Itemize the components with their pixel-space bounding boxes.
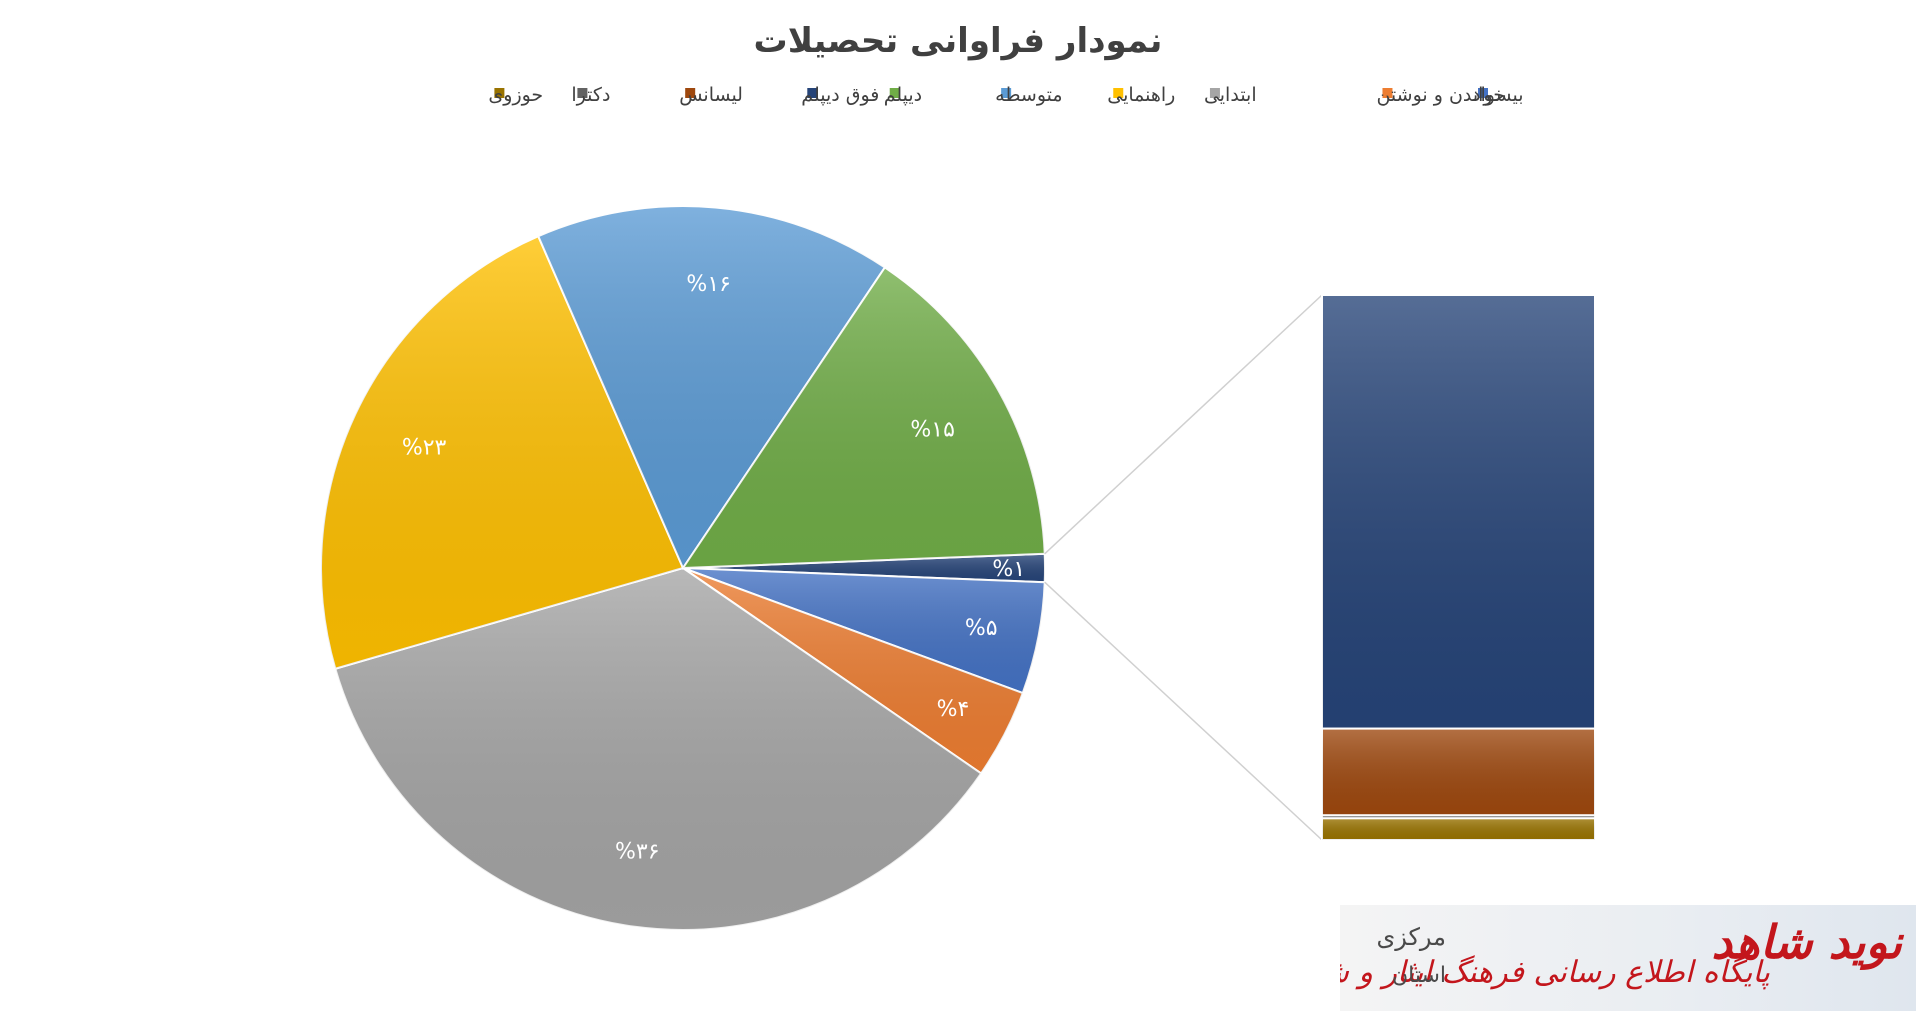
- pie-slices: [320, 205, 1046, 931]
- watermark-logo: نوید شاهد پایگاه اطلاع رسانی فرهنگ ایثار…: [1340, 905, 1916, 1011]
- watermark-brand: نوید شاهد: [1711, 915, 1903, 969]
- legend-entry: ابتدایی: [1204, 84, 1257, 106]
- legend-swatch: [1478, 88, 1488, 98]
- legend-entry: دیپلم: [884, 84, 922, 106]
- legend-entry: فوق دیپلم: [801, 84, 879, 106]
- chart-title: نمودار فراوانی تحصیلات: [754, 21, 1163, 61]
- slice-label: %۴: [937, 697, 970, 722]
- slice-label: %۵: [965, 616, 998, 641]
- slice-labels: %۱ %۵ %۴ %۳۶ %۲۳ %۱۶ %۱۵: [402, 272, 1025, 864]
- legend-entry: دکترا: [571, 84, 610, 106]
- slice-label: %۲۳: [402, 436, 447, 461]
- legend-swatch: [1382, 88, 1393, 98]
- slice-label: %۳۶: [615, 839, 660, 864]
- legend-entry: متوسطه: [995, 84, 1062, 106]
- watermark-province: استان: [1391, 963, 1446, 988]
- legend-swatch: [685, 88, 696, 98]
- watermark-region: مرکزی: [1376, 923, 1446, 951]
- slice-label: %۱: [992, 557, 1025, 582]
- breakout-connectors: [1044, 294, 1323, 841]
- legend-entry: لیسانس: [679, 84, 743, 106]
- legend-entry: خواندن و نوشتن: [1376, 84, 1505, 106]
- legend-swatch: [1001, 88, 1012, 98]
- breakout-bar: [1321, 294, 1596, 842]
- connector-bottom: [1044, 581, 1323, 841]
- legend-swatch: [889, 88, 900, 98]
- legend-swatch: [807, 88, 818, 98]
- watermark-tagline: پایگاه اطلاع رسانی فرهنگ ایثار و شهادت: [1340, 955, 1770, 990]
- legend-swatch: [494, 88, 505, 98]
- legend-entry: بیسواد: [1472, 84, 1524, 106]
- legend-swatch: [1209, 88, 1220, 98]
- slice-label: %۱۶: [686, 272, 731, 297]
- legend-entry: راهنمایی: [1107, 84, 1175, 106]
- slice-label: %۱۵: [910, 418, 955, 443]
- connector-top: [1044, 294, 1323, 555]
- legend-swatch: [1113, 88, 1124, 98]
- legend-swatch: [577, 88, 588, 98]
- legend-entry: حوزوی: [488, 84, 543, 106]
